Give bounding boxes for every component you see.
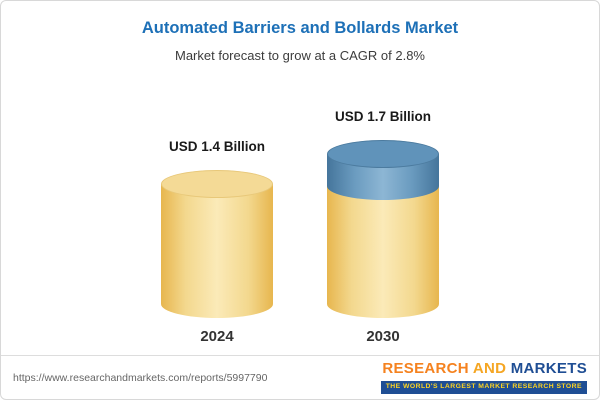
value-label-2030: USD 1.7 Billion — [334, 109, 432, 124]
cylinder-body-yellow — [327, 185, 439, 318]
bar-column-2024: USD 1.4 Billion 2024 — [161, 139, 273, 345]
chart-subtitle: Market forecast to grow at a CAGR of 2.8… — [175, 48, 425, 63]
cylinder-bar-2024 — [161, 170, 273, 318]
footer-bar: https://www.researchandmarkets.com/repor… — [1, 355, 599, 399]
logo-word-markets: MARKETS — [510, 360, 587, 378]
bar-column-2030: USD 1.7 Billion 2030 — [327, 109, 439, 345]
research-and-markets-logo: RESEARCH AND MARKETS THE WORLD'S LARGEST… — [380, 361, 587, 394]
chart-title: Automated Barriers and Bollards Market — [141, 19, 459, 37]
report-url-link[interactable]: https://www.researchandmarkets.com/repor… — [13, 371, 268, 384]
chart-header: Automated Barriers and Bollards Market M… — [1, 1, 599, 63]
cylinder-body-yellow — [161, 184, 273, 318]
value-label-2024: USD 1.4 Billion — [168, 139, 266, 154]
logo-word-and: AND — [472, 360, 507, 378]
year-label-2030: 2030 — [366, 328, 400, 345]
cylinder-top-ellipse-blue — [327, 140, 439, 168]
cylinder-bar-chart: USD 1.4 Billion 2024 USD 1.7 Billion 203… — [1, 63, 599, 355]
cylinder-top-ellipse-yellow — [161, 170, 273, 198]
cylinder-bar-2030 — [327, 140, 439, 318]
logo-word-research: RESEARCH — [382, 360, 469, 378]
logo-wordmark: RESEARCH AND MARKETS — [381, 361, 587, 376]
year-label-2024: 2024 — [200, 328, 234, 345]
logo-tagline: THE WORLD'S LARGEST MARKET RESEARCH STOR… — [380, 381, 587, 394]
